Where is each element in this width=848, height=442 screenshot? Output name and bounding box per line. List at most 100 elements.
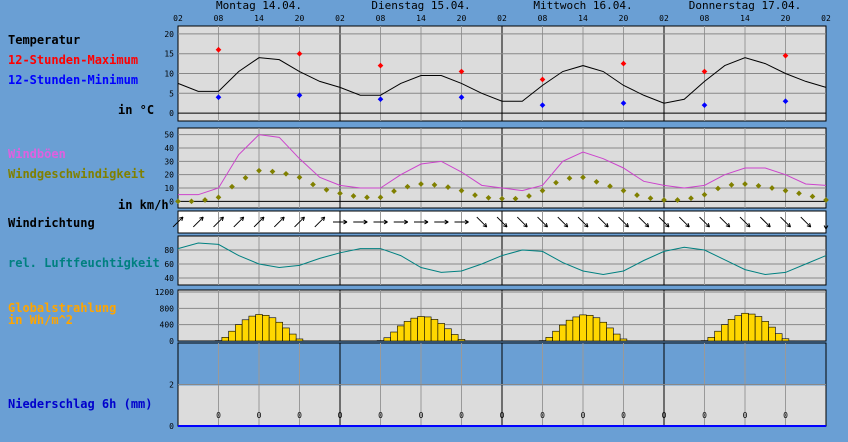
radiation-bar: [586, 315, 593, 341]
hour-tick-label: 08: [700, 14, 710, 23]
radiation-bar: [708, 337, 715, 341]
temp-min-legend: 12-Stunden-Minimum: [8, 73, 138, 87]
precip-value-label: 0: [621, 411, 626, 420]
wind-unit-label: in km/h: [118, 198, 169, 212]
wind-gusts-legend: Windböen: [8, 147, 66, 161]
radiation-bar: [566, 320, 573, 341]
precip-value-label: 0: [783, 411, 788, 420]
day-label-1: Dienstag 15.04.: [371, 0, 470, 12]
y-tick-label: 50: [164, 131, 174, 140]
humidity-label: rel. Luftfeuchtigkeit: [8, 256, 160, 270]
precip-value-label: 0: [257, 411, 262, 420]
radiation-bar: [269, 318, 276, 341]
y-tick-label: 0: [169, 109, 174, 118]
y-tick-label: 1200: [155, 288, 174, 297]
hour-tick-label: 20: [619, 14, 629, 23]
y-tick-label: 400: [160, 321, 175, 330]
radiation-bar: [283, 328, 290, 341]
precip-value-label: 0: [378, 411, 383, 420]
hour-tick-label: 08: [538, 14, 548, 23]
radiation-bar: [404, 321, 411, 341]
radiation-bar: [384, 338, 391, 341]
radiation-bar: [289, 334, 296, 341]
hour-tick-label: 20: [781, 14, 791, 23]
radiation-bar: [424, 317, 431, 341]
hour-tick-label: 02: [335, 14, 345, 23]
radiation-bar: [546, 337, 553, 341]
precip-value-label: 0: [662, 411, 667, 420]
hour-tick-label: 08: [376, 14, 386, 23]
y-tick-label: 20: [164, 30, 174, 39]
day-label-2: Mittwoch 16.04.: [533, 0, 632, 12]
precip-value-label: 0: [500, 411, 505, 420]
hour-tick-label: 02: [659, 14, 669, 23]
precip-label: Niederschlag 6h (mm): [8, 397, 153, 411]
radiation-bar: [607, 328, 614, 341]
radiation-bar: [762, 321, 769, 341]
radiation-bar: [242, 320, 249, 341]
radiation-bar: [276, 322, 283, 341]
hour-tick-label: 20: [457, 14, 467, 23]
radiation-bar: [451, 334, 458, 341]
radiation-bar: [418, 317, 425, 341]
y-tick-label: 40: [164, 274, 174, 283]
radiation-bar: [222, 337, 229, 341]
hour-tick-label: 02: [821, 14, 831, 23]
y-tick-label: 15: [164, 50, 174, 59]
radiation-bar: [782, 339, 789, 341]
radiation-bar: [721, 325, 728, 341]
y-tick-label: 2: [169, 381, 174, 390]
radiation-bar: [397, 326, 404, 341]
y-tick-label: 80: [164, 246, 174, 255]
radiation-bar: [445, 329, 452, 341]
radiation-bar: [438, 323, 445, 341]
radiation-bar: [728, 319, 735, 341]
radiation-bar: [559, 325, 566, 341]
radiation-bar: [553, 331, 560, 341]
y-tick-label: 0: [169, 197, 174, 206]
precip-value-label: 0: [743, 411, 748, 420]
radiation-bar: [262, 315, 269, 341]
radiation-bar: [593, 318, 600, 341]
radiation-unit-label: in Wh/m^2: [8, 313, 73, 327]
radiation-bar: [748, 314, 755, 341]
day-label-0: Montag 14.04.: [216, 0, 302, 12]
hour-tick-label: 02: [497, 14, 507, 23]
radiation-bar: [755, 317, 762, 341]
y-tick-label: 5: [169, 89, 174, 98]
hour-tick-label: 02: [173, 14, 183, 23]
y-tick-label: 10: [164, 70, 174, 79]
y-tick-label: 0: [169, 422, 174, 431]
precip-value-label: 0: [702, 411, 707, 420]
precip-value-label: 0: [581, 411, 586, 420]
radiation-bar: [296, 339, 303, 341]
y-tick-label: 20: [164, 171, 174, 180]
hour-tick-label: 20: [295, 14, 305, 23]
radiation-bar: [715, 331, 722, 341]
radiation-bar: [391, 332, 398, 341]
hour-tick-label: 14: [578, 14, 588, 23]
precip-value-label: 0: [459, 411, 464, 420]
hour-tick-label: 08: [214, 14, 224, 23]
precip-value-label: 0: [216, 411, 221, 420]
hour-tick-label: 14: [740, 14, 750, 23]
wind-direction-label: Windrichtung: [8, 216, 95, 230]
y-tick-label: 800: [160, 304, 175, 313]
radiation-bar: [256, 314, 263, 341]
radiation-bar: [775, 334, 782, 341]
hour-tick-label: 14: [254, 14, 264, 23]
radiation-bar: [573, 317, 580, 341]
precip-value-label: 0: [419, 411, 424, 420]
y-tick-label: 10: [164, 184, 174, 193]
day-label-3: Donnerstag 17.04.: [689, 0, 802, 12]
wind-speed-legend: Windgeschwindigkeit: [8, 167, 145, 181]
hour-tick-label: 14: [416, 14, 426, 23]
temp-unit-label: in °C: [118, 103, 154, 117]
radiation-bar: [769, 327, 776, 341]
radiation-bar: [249, 316, 256, 341]
y-tick-label: 0: [169, 337, 174, 346]
radiation-bar: [580, 315, 587, 341]
y-tick-label: 30: [164, 157, 174, 166]
